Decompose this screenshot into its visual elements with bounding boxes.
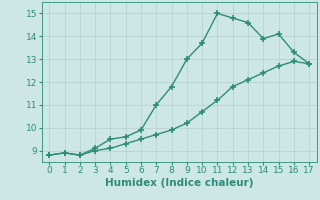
X-axis label: Humidex (Indice chaleur): Humidex (Indice chaleur) (105, 178, 253, 188)
